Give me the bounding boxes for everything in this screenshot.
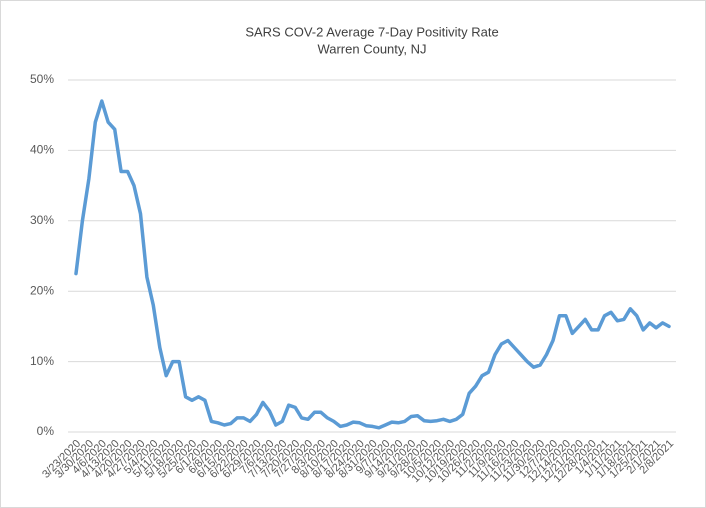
data-line <box>74 99 671 430</box>
y-tick-label: 30% <box>30 213 54 227</box>
y-tick-label: 0% <box>37 424 55 438</box>
y-tick-label: 40% <box>30 143 54 157</box>
y-tick-label: 50% <box>30 72 54 86</box>
chart-subtitle: Warren County, NJ <box>317 41 426 56</box>
chart-title: SARS COV-2 Average 7-Day Positivity Rate <box>245 24 498 39</box>
y-tick-label: 20% <box>30 283 54 297</box>
y-tick-label: 10% <box>30 354 54 368</box>
